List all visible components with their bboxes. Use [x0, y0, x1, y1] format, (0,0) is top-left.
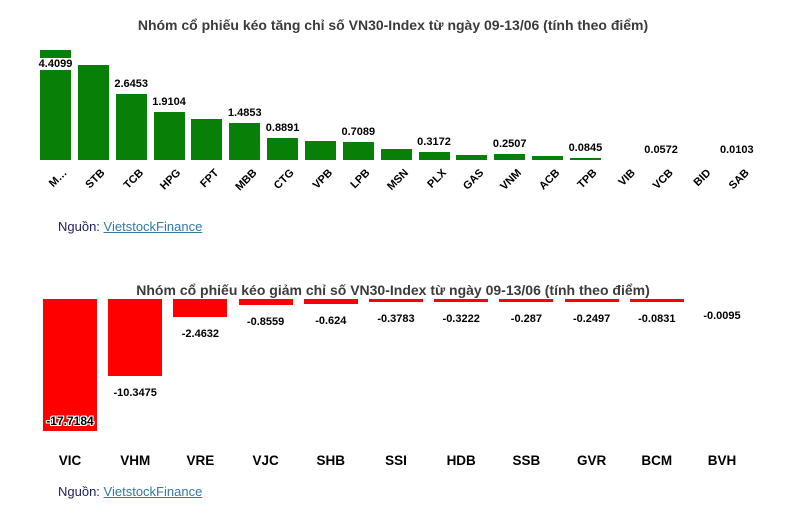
- category-label-PLX: PLX: [424, 167, 449, 191]
- value-label-TCB: 2.6453: [86, 78, 176, 90]
- category-label-M…: M…: [47, 167, 70, 190]
- source-label: Nguồn:: [58, 219, 100, 234]
- value-label-VIC: -17.7184: [46, 414, 94, 428]
- bar-VJC: [238, 299, 293, 305]
- value-text: 0.8891: [265, 122, 300, 134]
- value-text: 1.9104: [152, 96, 186, 108]
- value-text: 0.2507: [492, 138, 527, 150]
- value-label-TPB: 0.0845: [540, 142, 630, 154]
- value-label-MBB: 1.4853: [200, 107, 290, 119]
- category-label-CTG: CTG: [272, 167, 298, 192]
- bar-VPB: [304, 141, 336, 160]
- category-label-VIB: VIB: [616, 167, 638, 189]
- bar-SHB: [303, 299, 358, 304]
- category-label-STB: STB: [83, 167, 108, 192]
- value-text: 2.6453: [114, 78, 149, 90]
- value-text: 0.0572: [644, 144, 678, 156]
- value-label-VNM: 0.2507: [465, 138, 555, 150]
- bar-CTG: [267, 138, 299, 160]
- category-label-VIC: VIC: [58, 453, 82, 468]
- bar-BCM: [629, 299, 684, 302]
- value-label-CTG: 0.8891: [238, 122, 328, 134]
- bar-TCB: [115, 94, 147, 160]
- category-label-BCM: BCM: [641, 453, 673, 468]
- value-text: 1.4853: [227, 107, 262, 119]
- bar-VIC: [43, 299, 97, 431]
- bar-TPB: [569, 158, 601, 160]
- category-label-GVR: GVR: [576, 453, 607, 468]
- category-label-VNM: VNM: [498, 167, 525, 193]
- category-label-SSI: SSI: [385, 453, 407, 468]
- bar-LPB: [342, 142, 374, 160]
- value-text: 4.4099: [36, 58, 75, 70]
- category-label-SHB: SHB: [316, 453, 346, 468]
- bar-VRE: [173, 299, 228, 317]
- value-label-VCB: 0.0572: [616, 144, 706, 156]
- value-label-PLX: 0.3172: [389, 136, 479, 148]
- value-label-VRE: -2.4632: [181, 328, 220, 340]
- value-label-SSI: -0.3783: [377, 313, 415, 325]
- value-label-SSB: -0.287: [510, 313, 542, 325]
- category-label-LPB: LPB: [348, 167, 373, 192]
- gainers-chart-title: Nhóm cổ phiếu kéo tăng chỉ số VN30-Index…: [137, 17, 649, 33]
- vietstockfinance-link[interactable]: VietstockFinance: [103, 484, 203, 499]
- bar-STB: [77, 65, 109, 160]
- value-label-GVR: -0.2497: [572, 313, 611, 325]
- bar-ACB: [532, 156, 564, 160]
- bar-SSB: [499, 299, 554, 302]
- category-label-VRE: VRE: [186, 453, 215, 468]
- losers-chart-title: Nhóm cổ phiếu kéo giảm chỉ số VN30-Index…: [136, 282, 650, 298]
- value-text: 0.7089: [341, 126, 376, 138]
- category-label-MSN: MSN: [384, 167, 411, 193]
- source-label: Nguồn:: [58, 484, 100, 499]
- gainers-source-line: Nguồn: VietstockFinance: [58, 219, 202, 234]
- category-label-VHM: VHM: [120, 453, 151, 468]
- category-label-MBB: MBB: [233, 167, 260, 194]
- value-label-HDB: -0.3222: [442, 313, 480, 325]
- category-label-TPB: TPB: [575, 167, 600, 192]
- bar-GAS: [456, 155, 488, 160]
- bar-MSN: [380, 149, 412, 160]
- bar-FPT: [191, 119, 223, 160]
- value-label-M…: 4.4099: [11, 58, 101, 70]
- bar-VHM: [108, 299, 163, 376]
- category-label-FPT: FPT: [198, 167, 222, 191]
- value-text: 0.0845: [568, 142, 603, 154]
- losers-source-line: Nguồn: VietstockFinance: [58, 484, 202, 499]
- value-label-LPB: 0.7089: [313, 126, 403, 138]
- category-label-VPB: VPB: [310, 167, 335, 192]
- bar-MBB: [229, 123, 261, 160]
- bar-HDB: [434, 299, 489, 302]
- category-label-VJC: VJC: [252, 453, 279, 468]
- category-label-GAS: GAS: [460, 167, 487, 193]
- bar-GVR: [564, 299, 619, 302]
- value-label-HPG: 1.9104: [124, 96, 214, 108]
- value-label-BVH: -0.0095: [703, 310, 741, 322]
- category-label-TCB: TCB: [121, 167, 146, 192]
- value-label-BCM: -0.0831: [638, 313, 676, 325]
- value-label-SHB: -0.624: [315, 315, 347, 327]
- category-label-BID: BID: [691, 167, 714, 189]
- category-label-SSB: SSB: [512, 453, 541, 468]
- category-label-ACB: ACB: [536, 167, 563, 193]
- bar-PLX: [418, 152, 450, 160]
- category-label-VCB: VCB: [650, 167, 676, 192]
- value-label-VHM: -10.3475: [113, 387, 157, 399]
- category-label-SAB: SAB: [726, 167, 752, 192]
- category-label-HDB: HDB: [446, 453, 476, 468]
- category-label-BVH: BVH: [707, 453, 737, 468]
- value-label-SAB: 0.0103: [692, 144, 782, 156]
- bar-HPG: [153, 112, 185, 160]
- value-label-VJC: -0.8559: [246, 316, 285, 328]
- value-text: 0.3172: [417, 136, 451, 148]
- value-text: 0.0103: [719, 144, 754, 156]
- category-label-HPG: HPG: [158, 167, 184, 193]
- bar-SSI: [369, 299, 423, 302]
- bar-VNM: [494, 154, 526, 160]
- vietstockfinance-link[interactable]: VietstockFinance: [103, 219, 203, 234]
